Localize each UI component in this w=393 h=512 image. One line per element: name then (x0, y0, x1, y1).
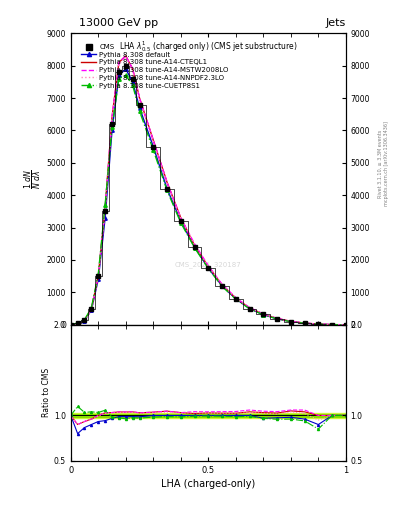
Text: Rivet 3.1.10, ≥ 3.3M events: Rivet 3.1.10, ≥ 3.3M events (378, 130, 383, 198)
Text: Jets: Jets (325, 18, 346, 28)
Text: mcplots.cern.ch [arXiv:1306.3436]: mcplots.cern.ch [arXiv:1306.3436] (384, 121, 389, 206)
Text: CMS_2021_320187: CMS_2021_320187 (175, 262, 242, 268)
Text: 13000 GeV pp: 13000 GeV pp (79, 18, 158, 28)
X-axis label: LHA (charged-only): LHA (charged-only) (161, 479, 255, 489)
Legend: CMS, Pythia 8.308 default, Pythia 8.308 tune-A14-CTEQL1, Pythia 8.308 tune-A14-M: CMS, Pythia 8.308 default, Pythia 8.308 … (80, 42, 230, 90)
Y-axis label: $\frac{1}{N}\frac{dN}{d\lambda}$: $\frac{1}{N}\frac{dN}{d\lambda}$ (22, 169, 44, 189)
Y-axis label: Ratio to CMS: Ratio to CMS (42, 368, 51, 417)
Text: LHA $\lambda^{1}_{0.5}$ (charged only) (CMS jet substructure): LHA $\lambda^{1}_{0.5}$ (charged only) (… (119, 39, 298, 54)
